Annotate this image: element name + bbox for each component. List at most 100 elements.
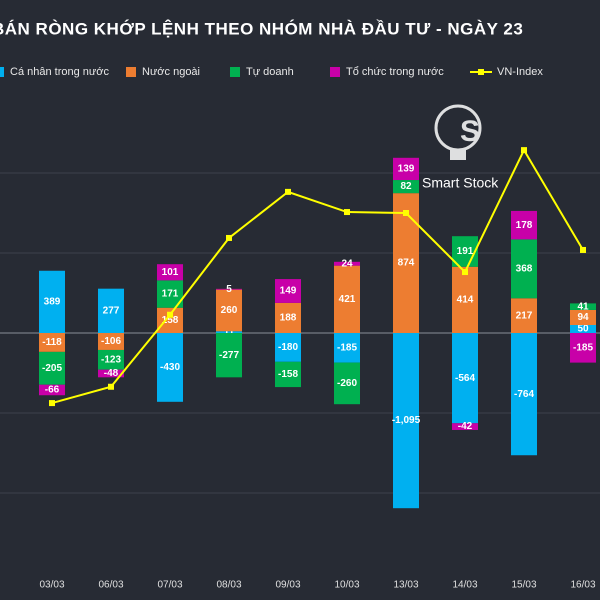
x-tick-label: 14/03 [452, 580, 477, 591]
data-label: 139 [398, 164, 415, 175]
legend-swatch [126, 67, 136, 77]
x-tick-label: 15/03 [511, 580, 536, 591]
bar-segment [98, 333, 124, 350]
bar-segment [334, 265, 360, 333]
watermark-logo: S [434, 104, 482, 160]
data-label: 5 [226, 284, 232, 295]
data-label: -66 [45, 385, 60, 396]
bar-segment [570, 303, 596, 310]
bar-segment [334, 333, 360, 363]
legend-label: VN-Index [497, 66, 543, 78]
data-label: 149 [280, 286, 297, 297]
data-label: 41 [577, 301, 589, 312]
data-label: 277 [103, 305, 120, 316]
data-label: -118 [42, 337, 62, 348]
data-label: 50 [577, 324, 589, 335]
bar-segment [216, 289, 242, 332]
bar-segment [393, 333, 419, 509]
bar-segment [393, 157, 419, 181]
bar-segment [157, 264, 183, 281]
bar-segment [334, 362, 360, 405]
legend-label: Cá nhân trong nước [10, 66, 109, 78]
x-tick-label: 10/03 [334, 580, 359, 591]
bar-segment [393, 180, 419, 194]
bar-segment [39, 270, 65, 333]
bar-segment [39, 384, 65, 396]
data-label: -185 [573, 342, 593, 353]
x-tick-label: 09/03 [275, 580, 300, 591]
bar-segment [216, 288, 242, 290]
bar-segment [275, 279, 301, 303]
legend-label: Tự doanh [246, 66, 294, 78]
bar-segment [39, 351, 65, 385]
line-marker [403, 210, 409, 216]
line [51, 148, 584, 405]
line-marker [580, 246, 586, 253]
bar-segment [216, 331, 242, 333]
x-tick-label: 07/03 [157, 580, 182, 591]
data-label: 421 [339, 294, 356, 305]
data-label: -123 [101, 354, 121, 365]
data-label: 24 [341, 258, 353, 269]
line-marker [521, 147, 527, 154]
data-label: 101 [162, 267, 179, 278]
bar-segment [570, 309, 596, 325]
chart-title: BÁN RÒNG KHỚP LỆNH THEO NHÓM NHÀ ĐẦU TƯ … [0, 19, 523, 38]
data-label: 11 [224, 327, 235, 338]
bar-segment [39, 333, 65, 352]
data-label: -277 [219, 350, 239, 361]
data-label: 874 [398, 258, 415, 269]
data-label: 178 [516, 220, 533, 231]
data-label: -564 [455, 373, 475, 384]
line-marker [285, 188, 291, 195]
bar-segment [216, 333, 242, 378]
data-label: 389 [44, 297, 61, 308]
line-marker [167, 311, 173, 318]
data-label: -158 [278, 369, 298, 380]
data-label: -260 [337, 378, 357, 389]
bar-segment [511, 298, 537, 333]
data-label: -1,095 [392, 415, 421, 426]
data-label: 94 [577, 312, 589, 323]
bar-segment [275, 333, 301, 362]
data-label: 82 [400, 181, 412, 192]
data-label: -106 [101, 336, 121, 347]
bar-segment [275, 302, 301, 333]
data-label: -185 [337, 342, 357, 353]
data-label: -48 [104, 368, 119, 379]
data-label: 414 [457, 295, 474, 306]
bar-segment [452, 333, 478, 424]
data-label: 158 [162, 315, 179, 326]
data-label: -764 [514, 389, 534, 400]
line-marker [108, 383, 114, 390]
bar-segment [511, 239, 537, 299]
data-label: -42 [458, 421, 473, 432]
bar-segment [98, 288, 124, 333]
data-label: -180 [278, 342, 298, 353]
bar-segment [393, 193, 419, 333]
legend-label: Nước ngoài [142, 66, 200, 78]
bar-segment [334, 261, 360, 266]
data-label: 260 [221, 305, 238, 316]
legend-swatch [0, 67, 4, 77]
legend-swatch [230, 67, 240, 77]
svg-text:S: S [460, 115, 480, 148]
watermark: Smart Stock [422, 175, 499, 191]
bar-segment [452, 423, 478, 430]
legend-swatch [330, 67, 340, 77]
line-marker [226, 234, 232, 241]
bar-segment [275, 361, 301, 388]
x-tick-label: 03/03 [39, 580, 64, 591]
data-label: -430 [160, 362, 180, 373]
legend-label: Tổ chức trong nước [346, 66, 444, 78]
data-label: 217 [516, 310, 533, 321]
bar-segment [511, 333, 537, 456]
x-tick-label: 08/03 [216, 580, 241, 591]
bar-segment [98, 369, 124, 378]
x-tick-label: 16/03 [570, 580, 595, 591]
bar-segment [98, 349, 124, 370]
line-marker [344, 209, 350, 216]
data-label: 368 [516, 263, 533, 274]
line-marker [49, 400, 55, 407]
